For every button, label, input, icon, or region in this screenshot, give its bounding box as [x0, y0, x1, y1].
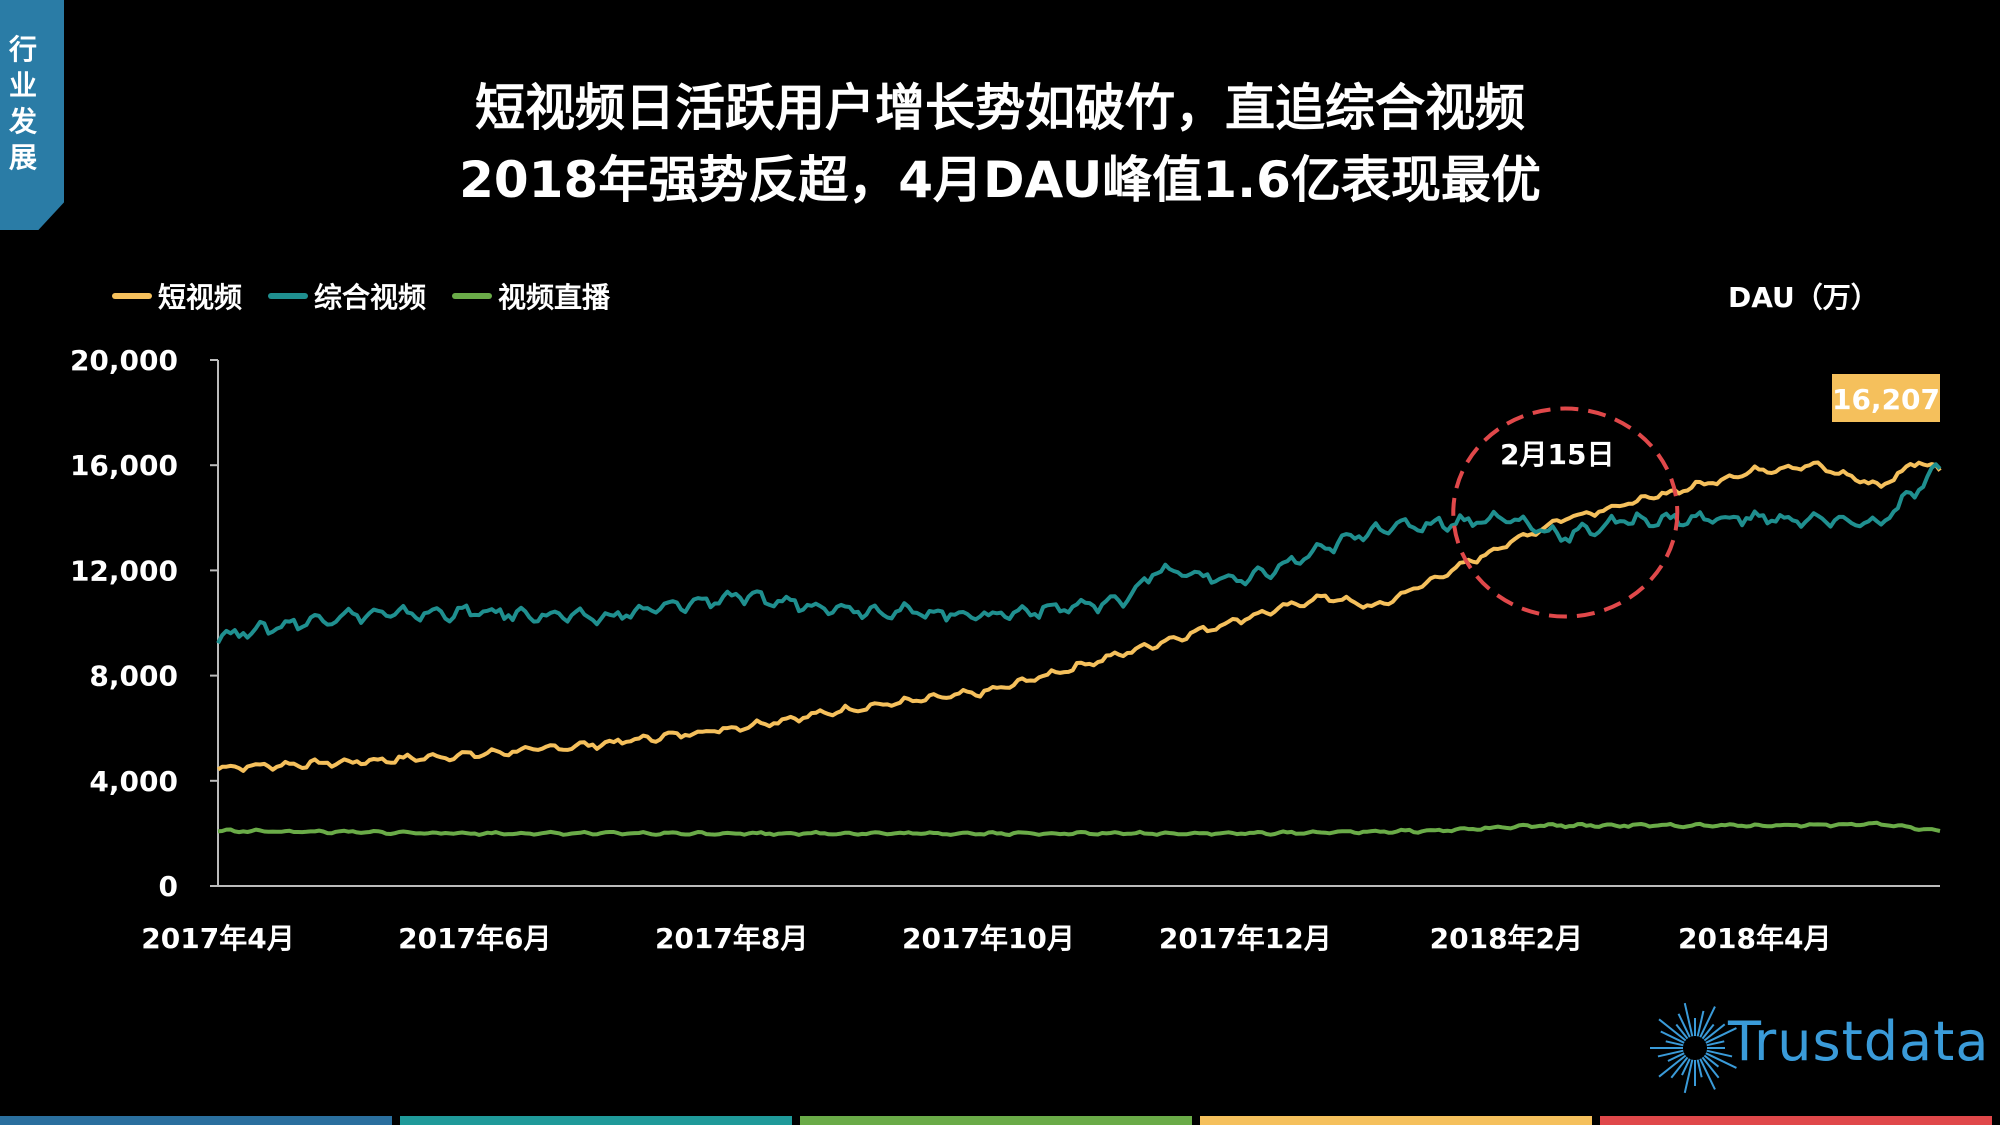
- sunburst-ray: [1657, 1049, 1684, 1058]
- section-tab-label: 行 业 发 展: [0, 32, 46, 176]
- section-tab-char: 业: [8, 69, 37, 102]
- y-tick-label: 20,000: [70, 344, 178, 377]
- sunburst-ray: [1683, 1002, 1694, 1037]
- peak-callout-label: 16,207: [1832, 383, 1940, 416]
- legend-swatch-live-video: [452, 293, 493, 299]
- section-tab-char: 发: [8, 105, 37, 138]
- bottom-bar-segment: [1600, 1116, 1992, 1125]
- bottom-bar-segment: [800, 1116, 1192, 1125]
- sunburst-ray: [1703, 1023, 1726, 1042]
- x-tick-label: 2017年4月: [141, 922, 294, 955]
- general-video-line: [216, 462, 1942, 645]
- sunburst-ray: [1658, 1054, 1687, 1078]
- live-video-line: [217, 820, 1941, 837]
- x-tick-label: 2017年10月: [902, 922, 1075, 955]
- x-tick-label: 2017年6月: [398, 922, 551, 955]
- sunburst-ray: [1703, 1054, 1720, 1068]
- sunburst-ray: [1658, 1018, 1687, 1042]
- chart-legend: 短视频 综合视频 视频直播: [112, 276, 636, 316]
- highlight-circle: [1451, 406, 1680, 619]
- legend-label-short-video: 短视频: [158, 281, 243, 314]
- y-tick-label: 8,000: [89, 660, 178, 693]
- y-tick-label: 12,000: [70, 554, 178, 587]
- sunburst-ray: [1706, 1049, 1733, 1058]
- short-video-line: [216, 460, 1942, 773]
- legend-label-general-video: 综合视频: [314, 281, 427, 314]
- trustdata-logo: Trustdata: [1649, 990, 1990, 1100]
- sunburst-ray: [1677, 1013, 1691, 1038]
- y-tick-label: 16,000: [70, 449, 178, 482]
- sunburst-ray: [1675, 1023, 1689, 1040]
- bottom-color-bar: [0, 1116, 2000, 1125]
- sunburst-ray: [1660, 1030, 1685, 1044]
- section-tab: 行 业 发 展: [0, 0, 64, 230]
- bottom-bar-segment: [400, 1116, 792, 1125]
- y-axis-unit-label: DAU（万）: [1728, 281, 1879, 314]
- sunburst-ray: [1667, 1052, 1685, 1062]
- sunburst-ray: [1683, 1059, 1694, 1094]
- section-tab-char: 展: [8, 141, 37, 174]
- sunburst-ray: [1699, 1006, 1716, 1038]
- bottom-bar-segment: [1200, 1116, 1592, 1125]
- legend-item-short-video: 短视频: [112, 276, 242, 316]
- sunburst-ray: [1701, 1023, 1715, 1040]
- sunburst-ray: [1696, 1059, 1703, 1078]
- x-tick-label: 2018年4月: [1678, 922, 1831, 955]
- title-line-1: 短视频日活跃用户增长势如破竹，直追综合视频: [475, 79, 1525, 137]
- y-tick-label: 0: [159, 870, 178, 903]
- sunburst-ray: [1701, 1056, 1720, 1079]
- x-tick-label: 2017年8月: [655, 922, 808, 955]
- legend-item-live-video: 视频直播: [452, 276, 610, 316]
- x-tick-label: 2017年12月: [1159, 922, 1332, 955]
- sunburst-ray: [1705, 1027, 1737, 1044]
- annotation-label: 2月15日: [1500, 438, 1614, 471]
- sunburst-icon: [1649, 1002, 1737, 1094]
- sunburst-ray: [1681, 1058, 1691, 1076]
- title-line-2: 2018年强势反超，4月DAU峰值1.6亿表现最优: [459, 151, 1541, 209]
- section-tab-char: 行: [8, 33, 37, 66]
- sunburst-ray: [1706, 1040, 1725, 1047]
- x-tick-label: 2018年2月: [1430, 922, 1583, 955]
- sunburst-ray: [1665, 1040, 1684, 1047]
- sunburst-ray: [1705, 1052, 1737, 1069]
- legend-label-live-video: 视频直播: [498, 281, 611, 314]
- sunburst-ray: [1696, 1010, 1705, 1037]
- legend-swatch-general-video: [268, 293, 309, 299]
- peak-callout-box: [1832, 374, 1940, 422]
- bottom-bar-segment: [0, 1116, 392, 1125]
- sunburst-ray: [1699, 1058, 1716, 1090]
- y-tick-label: 4,000: [89, 765, 178, 798]
- legend-swatch-short-video: [112, 293, 152, 299]
- sunburst-ray: [1670, 1056, 1689, 1079]
- legend-item-general-video: 综合视频: [268, 276, 426, 316]
- logo-text: Trustdata: [1728, 1010, 1990, 1073]
